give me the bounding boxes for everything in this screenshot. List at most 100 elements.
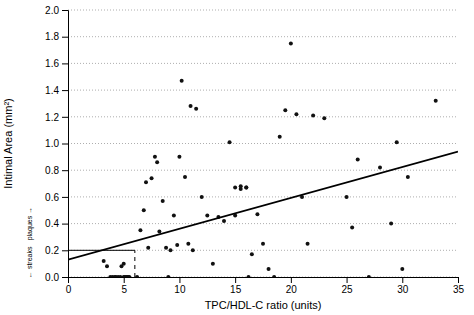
- tick: 35: [453, 277, 465, 295]
- scatter-point: [406, 175, 410, 179]
- scatter-point: [191, 248, 195, 252]
- scatter-point: [222, 219, 226, 223]
- grid-line: [68, 90, 458, 91]
- plot: 051015202530350.00.20.40.60.81.01.21.41.…: [2, 5, 464, 311]
- scatter-point: [161, 199, 165, 203]
- x-axis-title: TPC/HDL-C ratio (units): [205, 299, 322, 311]
- scatter-point: [395, 140, 399, 144]
- tick-label: 10: [174, 284, 186, 295]
- scatter-point: [261, 242, 265, 246]
- grid-line: [68, 170, 458, 171]
- scatter-point: [322, 116, 326, 120]
- grid-line: [68, 10, 458, 11]
- tick-mark: [62, 224, 68, 225]
- tick-mark: [62, 197, 68, 198]
- scatter-point: [150, 176, 154, 180]
- scatter-point: [153, 155, 157, 159]
- scatter-point: [189, 104, 193, 108]
- scatter-point: [250, 252, 254, 256]
- tick: 0.6: [45, 192, 68, 203]
- scatter-point: [272, 275, 276, 277]
- tick-mark: [62, 144, 68, 145]
- tick-label: 0.8: [45, 165, 59, 176]
- chart-container: 051015202530350.00.20.40.60.81.01.21.41.…: [0, 0, 474, 315]
- tick-mark: [62, 37, 68, 38]
- grid-line: [68, 36, 458, 37]
- scatter-point: [177, 155, 181, 159]
- tick: 1.8: [45, 31, 68, 42]
- scatter-point: [102, 259, 106, 263]
- scatter-point: [244, 186, 248, 190]
- scatter-point: [172, 214, 176, 218]
- grid-line: [68, 116, 458, 117]
- tick-label: 25: [342, 284, 354, 295]
- tick: 20: [286, 277, 298, 295]
- tick-label: 1.0: [45, 138, 59, 149]
- grid-line: [68, 63, 458, 64]
- tick-label: 0.2: [45, 245, 59, 256]
- tick-mark: [62, 250, 68, 251]
- scatter-point: [175, 243, 179, 247]
- scatter-point: [239, 187, 243, 191]
- x-axis: 05101520253035: [66, 277, 465, 295]
- tick-label: 15: [230, 284, 242, 295]
- tick-mark: [124, 277, 125, 283]
- scatter-point: [244, 186, 248, 190]
- scatter-point: [122, 262, 126, 266]
- tick-mark: [62, 117, 68, 118]
- scatter-point: [289, 41, 293, 45]
- line: [68, 250, 135, 251]
- scatter-point: [306, 242, 310, 246]
- tick-label: 1.4: [45, 85, 59, 96]
- tick-label: 30: [397, 284, 409, 295]
- scatter-point: [205, 214, 209, 218]
- tick-mark: [291, 277, 292, 283]
- scatter-point: [138, 228, 142, 232]
- tick-mark: [179, 277, 180, 283]
- scatter-point: [389, 222, 393, 226]
- scatter-point: [169, 248, 173, 252]
- tick: 1.6: [45, 58, 68, 69]
- tick-label: 0.0: [45, 272, 59, 283]
- annotation: plaques →: [26, 207, 34, 240]
- scatter-point: [166, 275, 170, 277]
- line: [134, 250, 135, 277]
- scatter-point: [294, 112, 298, 116]
- tick: 0.4: [45, 218, 68, 229]
- y-axis: 0.0 0.2 0.4 0.6 0.8 1.0 1.2 1.4 1.6 1.8 2.0: [45, 5, 68, 283]
- scatter-point: [194, 107, 198, 111]
- scatter-point: [345, 195, 349, 199]
- tick-mark: [347, 277, 348, 283]
- tick-mark: [235, 277, 236, 283]
- scatter-point: [278, 135, 282, 139]
- scatter-point: [144, 180, 148, 184]
- scatter-point: [247, 275, 251, 277]
- tick: 15: [230, 277, 242, 295]
- tick-mark: [62, 63, 68, 64]
- tick: 10: [174, 277, 186, 295]
- line: [68, 152, 458, 260]
- tick-label: 1.2: [45, 112, 59, 123]
- scatter-point: [164, 246, 168, 250]
- scatter-point: [155, 160, 159, 164]
- tick-label: 2.0: [45, 5, 59, 16]
- scatter-point: [146, 246, 150, 250]
- tick: 5: [121, 277, 127, 295]
- scatter-point: [400, 267, 404, 271]
- tick-label: 20: [286, 284, 298, 295]
- tick-mark: [62, 277, 68, 278]
- scatter-point: [183, 175, 187, 179]
- grid: [68, 10, 458, 277]
- y-axis-title: Intimal Area (mm²): [2, 98, 14, 188]
- scatter-point: [200, 195, 204, 199]
- tick: 1.4: [45, 85, 68, 96]
- scatter-point: [283, 108, 287, 112]
- grid-line: [68, 196, 458, 197]
- scatter-point: [350, 226, 354, 230]
- tick: 25: [342, 277, 354, 295]
- tick-mark: [62, 90, 68, 91]
- axis-line: [62, 11, 69, 278]
- scatter-point: [105, 264, 109, 268]
- marks: [68, 41, 458, 277]
- tick: 1.2: [45, 112, 68, 123]
